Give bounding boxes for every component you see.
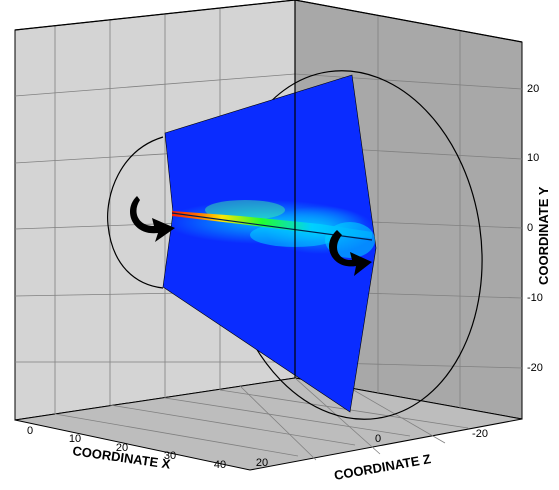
z-ticks: 20 0 -20: [256, 428, 488, 469]
jet-plume: [165, 200, 375, 258]
y-tick-label: 20: [527, 83, 539, 95]
y-ticks: 20 10 0 -10 -20: [527, 83, 543, 374]
x-tick-label: 0: [27, 425, 33, 437]
x-tick-label: 30: [164, 450, 176, 462]
inlet-circle: [107, 136, 164, 289]
x-ticks: 0 10 20 30 40: [27, 425, 226, 471]
x-tick-label: 10: [69, 433, 81, 445]
z-tick-label: 20: [256, 457, 268, 469]
rotation-arrow-inlet: [129, 196, 175, 242]
z-tick-label: -20: [472, 428, 488, 440]
y-tick-label: -10: [527, 292, 543, 304]
x-tick-label: 20: [116, 442, 128, 454]
z-axis-label: COORDINATE Z: [333, 451, 432, 483]
y-tick-label: 10: [527, 152, 539, 164]
box-edges: [14, 0, 523, 378]
x-tick-label: 40: [214, 459, 226, 471]
y-axis-label: COORDINATE Y: [536, 186, 551, 285]
rotation-arrow-outlet: [329, 230, 372, 276]
z-tick-label: 0: [375, 433, 381, 445]
y-tick-label: -20: [527, 362, 543, 374]
floor: [14, 377, 523, 471]
y-tick-label: 0: [527, 222, 533, 234]
